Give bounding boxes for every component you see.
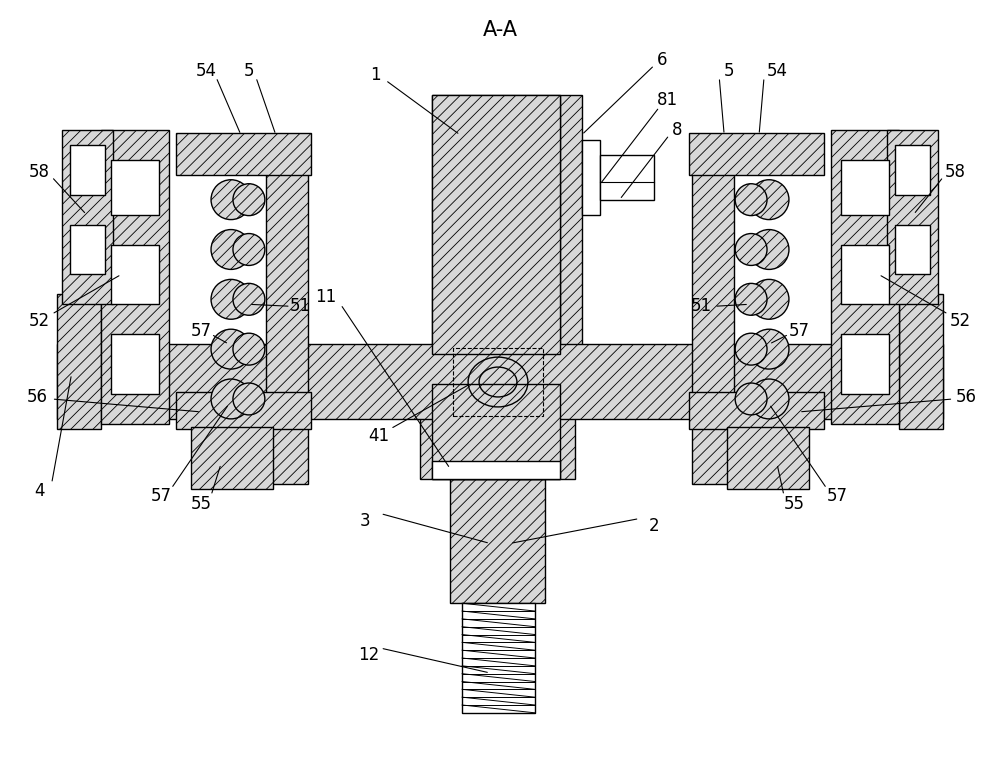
Text: 1: 1	[370, 66, 381, 84]
Bar	[450, 478, 545, 603]
Circle shape	[233, 234, 265, 265]
Bar	[176, 392, 311, 429]
Text: 55: 55	[783, 495, 804, 512]
Bar	[111, 245, 159, 304]
Bar	[101, 130, 169, 424]
Text: 52: 52	[29, 312, 50, 330]
Bar	[895, 145, 930, 195]
Circle shape	[749, 180, 789, 220]
Text: 8: 8	[672, 121, 683, 139]
Text: 81: 81	[657, 91, 678, 109]
Circle shape	[233, 183, 265, 216]
Bar	[450, 459, 545, 478]
Text: 57: 57	[151, 487, 172, 505]
Bar	[432, 461, 560, 478]
Bar	[689, 392, 824, 429]
Text: 57: 57	[826, 487, 847, 505]
Text: 5: 5	[244, 62, 254, 80]
Circle shape	[735, 234, 767, 265]
Bar	[111, 334, 159, 394]
Circle shape	[749, 279, 789, 319]
Bar	[62, 130, 113, 304]
Text: 58: 58	[29, 163, 50, 181]
Bar	[432, 384, 560, 478]
Circle shape	[211, 180, 251, 220]
Text: 12: 12	[358, 646, 379, 664]
Text: 54: 54	[196, 62, 217, 80]
Text: 57: 57	[788, 322, 809, 341]
Bar	[176, 133, 311, 175]
Circle shape	[749, 379, 789, 419]
Circle shape	[735, 183, 767, 216]
Text: 11: 11	[315, 289, 336, 307]
Text: A-A: A-A	[482, 20, 518, 40]
Bar	[57, 294, 101, 429]
Circle shape	[749, 230, 789, 269]
Bar	[432, 95, 560, 354]
Circle shape	[211, 279, 251, 319]
Bar	[831, 130, 899, 424]
Bar	[600, 155, 654, 200]
Bar	[57, 344, 943, 419]
Text: 6: 6	[657, 51, 668, 69]
Bar	[727, 426, 809, 488]
Text: 5: 5	[724, 62, 734, 80]
Text: 56: 56	[27, 388, 48, 406]
Bar	[560, 95, 582, 394]
Circle shape	[211, 230, 251, 269]
Text: 52: 52	[950, 312, 971, 330]
Circle shape	[233, 383, 265, 415]
Text: 41: 41	[368, 426, 389, 445]
Circle shape	[735, 283, 767, 315]
Bar	[432, 95, 560, 464]
Circle shape	[735, 333, 767, 365]
Bar	[266, 155, 308, 484]
Bar	[70, 224, 105, 275]
Bar	[841, 159, 889, 214]
Bar	[841, 245, 889, 304]
Circle shape	[735, 383, 767, 415]
Text: 3: 3	[360, 512, 371, 529]
Bar	[191, 426, 273, 488]
Text: 55: 55	[191, 495, 212, 512]
Text: 56: 56	[956, 388, 977, 406]
Bar	[70, 145, 105, 195]
Circle shape	[211, 379, 251, 419]
Text: 51: 51	[691, 297, 712, 315]
Text: 2: 2	[649, 516, 660, 535]
Text: 54: 54	[767, 62, 788, 80]
Bar	[895, 224, 930, 275]
Bar	[689, 133, 824, 175]
Bar	[887, 130, 938, 304]
Bar	[582, 140, 600, 214]
Bar	[692, 155, 734, 484]
Bar	[841, 334, 889, 394]
Circle shape	[211, 329, 251, 369]
Bar	[453, 348, 543, 416]
Bar	[462, 603, 535, 713]
Circle shape	[749, 329, 789, 369]
Text: 58: 58	[945, 163, 966, 181]
Bar	[420, 384, 575, 478]
Circle shape	[233, 283, 265, 315]
Text: 4: 4	[34, 481, 45, 500]
Bar	[899, 294, 943, 429]
Text: 57: 57	[191, 322, 212, 341]
Text: 51: 51	[290, 297, 311, 315]
Bar	[111, 159, 159, 214]
Circle shape	[233, 333, 265, 365]
